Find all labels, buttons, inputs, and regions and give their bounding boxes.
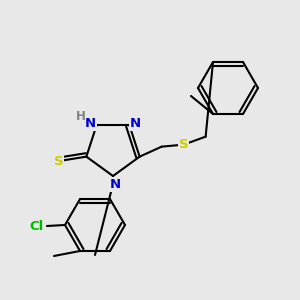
Text: N: N	[85, 117, 96, 130]
Text: H: H	[76, 110, 85, 123]
Text: Cl: Cl	[30, 220, 44, 233]
Text: N: N	[130, 117, 141, 130]
Text: N: N	[110, 178, 121, 191]
Text: S: S	[54, 155, 63, 168]
Text: S: S	[179, 138, 188, 151]
